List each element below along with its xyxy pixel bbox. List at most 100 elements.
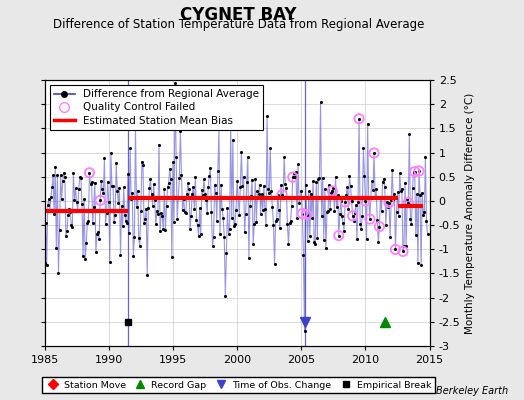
Point [339,220,347,226]
Point [262,222,270,229]
Point [358,212,366,219]
Point [419,212,428,218]
Point [353,236,361,242]
Point [406,216,414,222]
Point [294,161,302,167]
Point [283,221,291,228]
Point [108,182,116,189]
Point [385,199,393,206]
Point [370,150,378,156]
Point [410,168,419,175]
Point [101,220,110,227]
Point [301,182,310,188]
Point [181,210,190,216]
Point [331,174,340,180]
Point [312,179,321,185]
Point [53,172,61,178]
Point [257,191,266,197]
Point [370,150,378,156]
Point [338,213,346,220]
Point [138,159,146,166]
Point [396,170,404,176]
Point [357,226,365,232]
Point [230,223,238,229]
Point [246,203,254,209]
Point [146,176,155,182]
Point [328,188,336,194]
Point [73,207,82,213]
Point [81,256,90,262]
Point [266,145,275,151]
Point [169,159,177,165]
Point [49,172,57,178]
Point [235,212,244,218]
Point [417,262,425,269]
Point [414,260,422,266]
Point [334,232,343,239]
Point [402,243,410,250]
Point [263,113,271,120]
Point [366,216,374,222]
Point [286,220,294,226]
Point [119,184,128,190]
Point [356,221,364,227]
Point [415,168,423,174]
Point [155,142,163,148]
Point [401,179,409,186]
Point [320,237,328,244]
Point [314,176,323,182]
Point [168,254,176,261]
Point [408,184,417,191]
Point [48,184,56,190]
Point [253,188,261,194]
Point [247,192,255,199]
Point [392,208,401,215]
Point [367,194,375,200]
Point [178,207,187,214]
Point [359,144,367,151]
Point [298,210,307,217]
Point [354,199,362,206]
Point [170,219,178,226]
Point [411,232,420,238]
Point [96,197,104,204]
Point [313,235,322,241]
Point [296,195,304,202]
Point [348,213,357,219]
Point [347,197,356,204]
Point [172,154,180,160]
Point [344,206,353,212]
Point [126,145,134,152]
Point [410,168,419,175]
Point [98,186,106,192]
Point [316,99,325,106]
Point [387,197,395,203]
Point [96,197,104,204]
Point [252,219,260,225]
Point [399,248,407,255]
Point [260,182,268,189]
Point [254,190,263,197]
Point [63,228,71,234]
Point [214,168,222,174]
Point [160,186,169,192]
Point [43,202,52,208]
Point [304,188,313,194]
Point [42,262,51,268]
Point [45,196,53,202]
Point [415,168,423,174]
Point [166,166,174,172]
Point [324,208,332,214]
Point [67,222,75,228]
Point [249,241,257,247]
Point [188,191,196,197]
Point [205,173,213,179]
Point [148,202,157,209]
Point [418,190,427,196]
Point [121,212,129,218]
Point [200,176,208,182]
Point [140,219,148,226]
Point [373,217,381,224]
Text: Berkeley Earth: Berkeley Earth [436,386,508,396]
Point [231,221,239,227]
